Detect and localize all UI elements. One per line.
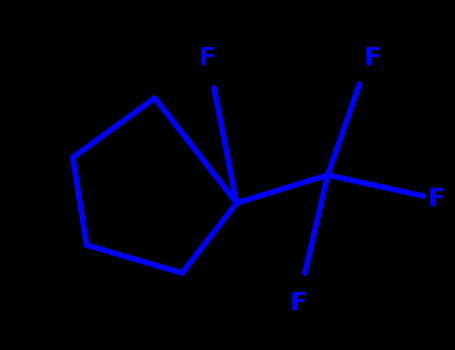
Text: F: F (364, 46, 381, 70)
Text: F: F (198, 46, 216, 70)
Text: F: F (289, 290, 307, 315)
Text: F: F (428, 188, 445, 211)
